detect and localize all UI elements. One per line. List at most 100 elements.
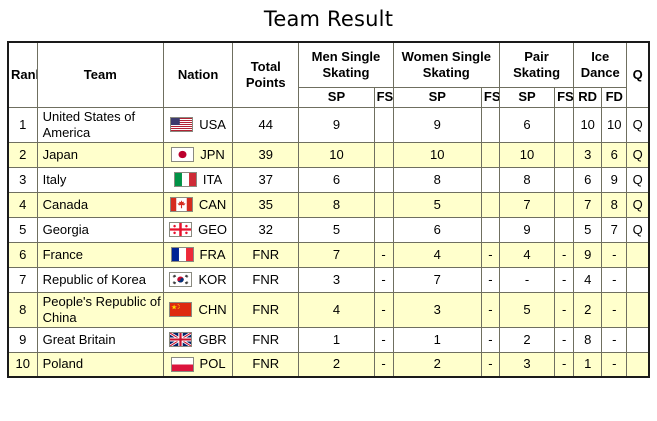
qualified-cell <box>626 291 650 328</box>
nation-cell: FRA <box>162 241 234 268</box>
rank-cell: 3 <box>7 166 38 193</box>
nation-code: GBR <box>198 331 227 347</box>
women-sp-cell: 7 <box>392 266 482 293</box>
nation-cell: USA <box>162 106 234 143</box>
col-header-rank: Rank <box>7 41 38 108</box>
pair-sp-cell: 8 <box>498 166 556 193</box>
team-cell: United States of America <box>36 106 164 143</box>
ice-fd-cell: - <box>601 326 628 353</box>
table-row: 4 Canada CAN 35 8 5 7 7 8 Q <box>7 191 650 218</box>
col-subheader-pair-sp: SP <box>498 86 556 108</box>
kor-flag-icon <box>169 272 193 287</box>
women-fs-cell: - <box>480 351 500 378</box>
header-group-row: Rank Team Nation Total Points Men Single… <box>7 41 650 108</box>
nation-code: FRA <box>199 246 226 262</box>
col-header-men-single-skating: Men Single Skating <box>298 41 394 88</box>
total-points-cell: FNR <box>232 266 300 293</box>
men-sp-cell: 5 <box>298 216 375 243</box>
men-fs-cell <box>373 191 394 218</box>
col-subheader-ice-fd: FD <box>601 86 628 108</box>
women-sp-cell: 10 <box>392 141 482 168</box>
women-fs-cell <box>480 166 500 193</box>
pair-sp-cell: 7 <box>498 191 556 218</box>
men-sp-cell: 1 <box>298 326 375 353</box>
men-fs-cell <box>373 166 394 193</box>
rank-cell: 7 <box>7 266 38 293</box>
ice-fd-cell: 7 <box>601 216 628 243</box>
men-fs-cell <box>373 141 394 168</box>
total-points-cell: FNR <box>232 326 300 353</box>
men-sp-cell: 10 <box>298 141 375 168</box>
women-fs-cell <box>480 141 500 168</box>
table-row: 8 People's Republic of China CHN FNR 4-3-5-2… <box>7 291 650 328</box>
team-cell: Japan <box>36 141 164 168</box>
team-cell: France <box>36 241 164 268</box>
table-row: 2 Japan JPN 39 10 10 10 3 6 Q <box>7 141 650 168</box>
nation-code: GEO <box>198 221 227 237</box>
can-flag-icon <box>169 197 193 212</box>
women-fs-cell: - <box>480 241 500 268</box>
col-subheader-women-fs: FS <box>480 86 500 108</box>
pair-fs-cell: - <box>554 351 575 378</box>
col-header-team: Team <box>36 41 164 108</box>
women-sp-cell: 8 <box>392 166 482 193</box>
nation-code: CHN <box>198 301 227 317</box>
women-fs-cell <box>480 106 500 143</box>
results-tbody: 1 United States of America USA 44 9 9 6 10 10 Q 2 J… <box>7 106 650 378</box>
team-cell: Canada <box>36 191 164 218</box>
men-sp-cell: 3 <box>298 266 375 293</box>
ice-fd-cell: 9 <box>601 166 628 193</box>
pair-sp-cell: 2 <box>498 326 556 353</box>
gbr-flag-icon <box>169 332 193 347</box>
qualified-cell: Q <box>626 106 650 143</box>
ice-fd-cell: - <box>601 291 628 328</box>
pair-fs-cell <box>554 106 575 143</box>
women-sp-cell: 4 <box>392 241 482 268</box>
total-points-cell: 39 <box>232 141 300 168</box>
rank-cell: 10 <box>7 351 38 378</box>
page-title: Team Result <box>263 7 394 31</box>
rank-cell: 5 <box>7 216 38 243</box>
usa-flag-icon <box>170 117 194 132</box>
pair-fs-cell <box>554 191 575 218</box>
ice-rd-cell: 2 <box>573 291 603 328</box>
col-header-women-single-skating: Women Single Skating <box>392 41 500 88</box>
team-cell: Great Britain <box>36 326 164 353</box>
pair-sp-cell: 6 <box>498 106 556 143</box>
table-row: 3 Italy ITA 37 6 8 8 6 9 Q <box>7 166 650 193</box>
qualified-cell: Q <box>626 191 650 218</box>
pair-sp-cell: - <box>498 266 556 293</box>
col-header-pair-skating: Pair Skating <box>498 41 575 88</box>
pair-fs-cell <box>554 141 575 168</box>
nation-code: USA <box>199 116 226 132</box>
men-sp-cell: 8 <box>298 191 375 218</box>
nation-code: CAN <box>198 196 227 212</box>
pair-sp-cell: 10 <box>498 141 556 168</box>
total-points-cell: FNR <box>232 291 300 328</box>
qualified-cell <box>626 241 650 268</box>
table-row: 7 Republic of Korea KOR FNR 3-7- - -4- <box>7 266 650 293</box>
nation-cell: KOR <box>162 266 234 293</box>
women-fs-cell: - <box>480 291 500 328</box>
pair-fs-cell <box>554 166 575 193</box>
women-sp-cell: 3 <box>392 291 482 328</box>
nation-cell: GBR <box>162 326 234 353</box>
nation-code: ITA <box>202 171 223 187</box>
men-fs-cell: - <box>373 351 394 378</box>
women-fs-cell: - <box>480 266 500 293</box>
ice-fd-cell: - <box>601 266 628 293</box>
rank-cell: 9 <box>7 326 38 353</box>
ice-fd-cell: 6 <box>601 141 628 168</box>
col-header-qualified: Q <box>626 41 650 108</box>
ice-rd-cell: 9 <box>573 241 603 268</box>
col-header-ice-dance: Ice Dance <box>573 41 628 88</box>
nation-cell: JPN <box>162 141 234 168</box>
men-fs-cell: - <box>373 241 394 268</box>
nation-code: POL <box>199 356 226 372</box>
pair-sp-cell: 5 <box>498 291 556 328</box>
ice-fd-cell: 8 <box>601 191 628 218</box>
qualified-cell: Q <box>626 216 650 243</box>
col-subheader-ice-rd: RD <box>573 86 603 108</box>
team-cell: Republic of Korea <box>36 266 164 293</box>
team-cell: People's Republic of China <box>36 291 164 328</box>
